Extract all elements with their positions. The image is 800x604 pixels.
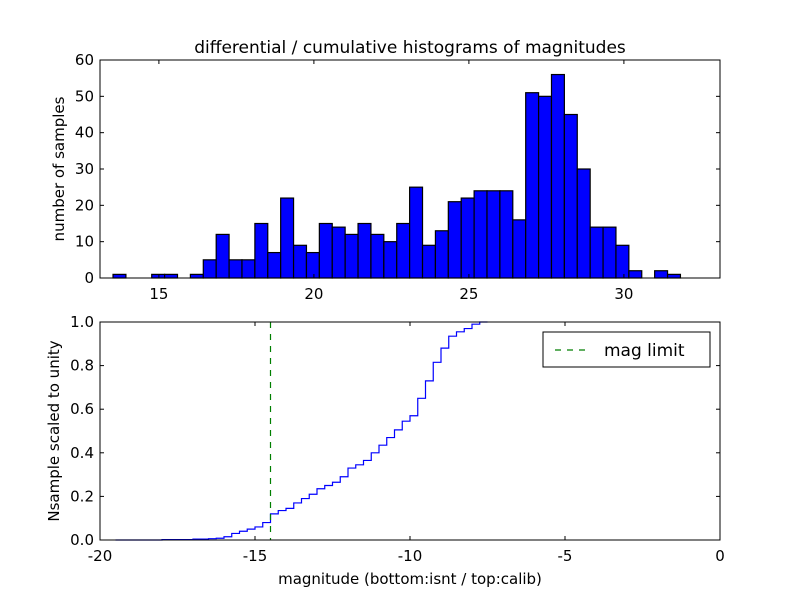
y-tick-label: 1.0: [70, 313, 94, 331]
histogram-bar: [151, 273, 166, 279]
histogram-bar: [189, 273, 204, 279]
legend: mag limit: [542, 331, 711, 368]
histogram-bar: [447, 201, 462, 279]
cumulative-step-line: [115, 321, 488, 541]
y-tick-label: 0: [84, 269, 94, 287]
y-tick-label: 50: [75, 87, 94, 105]
x-tick-label: -10: [398, 547, 423, 565]
x-tick-label: 15: [149, 285, 168, 303]
histogram-bar: [473, 190, 488, 279]
x-tick-label: 20: [304, 285, 323, 303]
histogram-bar: [292, 244, 308, 279]
y-tick-label: 10: [75, 233, 94, 251]
top-y-label: number of samples: [50, 96, 68, 241]
histogram-bar: [589, 226, 604, 279]
histogram-bar: [615, 244, 630, 279]
y-tick-label: 40: [75, 124, 94, 142]
histogram-bar: [654, 270, 669, 279]
y-tick-label: 0.2: [70, 487, 94, 505]
histogram-bar: [666, 273, 682, 279]
histogram-bar: [254, 222, 269, 279]
histogram-bar: [164, 273, 179, 279]
y-tick-label: 30: [75, 160, 94, 178]
histogram-bar: [241, 259, 256, 279]
x-tick-label: -5: [558, 547, 573, 565]
histogram-bar: [499, 190, 514, 279]
histogram-bar: [215, 233, 230, 279]
histogram-bar: [383, 241, 398, 279]
histogram-bar: [267, 251, 282, 279]
x-tick-label: 25: [459, 285, 478, 303]
histogram-bar: [280, 197, 295, 279]
histogram-bar: [563, 113, 578, 279]
x-tick-label: 30: [614, 285, 633, 303]
histogram-bar: [344, 233, 359, 279]
y-tick-label: 0.4: [70, 444, 94, 462]
histogram-bar: [370, 233, 385, 279]
histogram-bar: [331, 226, 346, 279]
histogram-bar: [202, 259, 217, 279]
histogram-bar: [460, 197, 475, 279]
y-tick-label: 0.0: [70, 531, 94, 549]
x-tick-label: -20: [88, 547, 113, 565]
histogram-bar: [550, 73, 565, 279]
bottom-x-label: magnitude (bottom:isnt / top:calib): [278, 570, 542, 588]
y-tick-label: 60: [75, 51, 94, 69]
histogram-bar: [357, 222, 372, 279]
histogram-bar: [576, 168, 591, 279]
histogram-bar: [305, 251, 320, 279]
histogram-bar: [318, 222, 333, 279]
chart-title: differential / cumulative histograms of …: [194, 38, 626, 58]
histogram-bar: [512, 219, 527, 279]
histogram-bar: [628, 270, 643, 279]
histogram-bar: [434, 230, 449, 279]
bottom-axes: -20 -15 -10 -5 0 0.0 0.2 0.4 0.6 0.8 1.0: [70, 313, 725, 565]
x-tick-label: 0: [715, 547, 725, 565]
histogram-bar: [396, 222, 411, 279]
top-axes: 15 20 25 30 0 10 20 30 40 50 60: [75, 51, 721, 303]
y-tick-label: 20: [75, 196, 94, 214]
histogram-bar: [228, 259, 243, 279]
y-tick-label: 0.6: [70, 400, 94, 418]
histogram-bar: [486, 190, 501, 279]
histogram-bar: [409, 186, 424, 279]
histogram-bar: [537, 95, 553, 279]
x-tick-label: -15: [243, 547, 268, 565]
histogram-bar: [421, 244, 437, 279]
bottom-y-label: Nsample scaled to unity: [45, 340, 63, 521]
y-tick-label: 0.8: [70, 357, 94, 375]
legend-label: mag limit: [604, 341, 685, 361]
histogram-bar: [525, 92, 540, 279]
histogram-bar: [112, 273, 127, 279]
histogram-bar: [602, 226, 617, 279]
